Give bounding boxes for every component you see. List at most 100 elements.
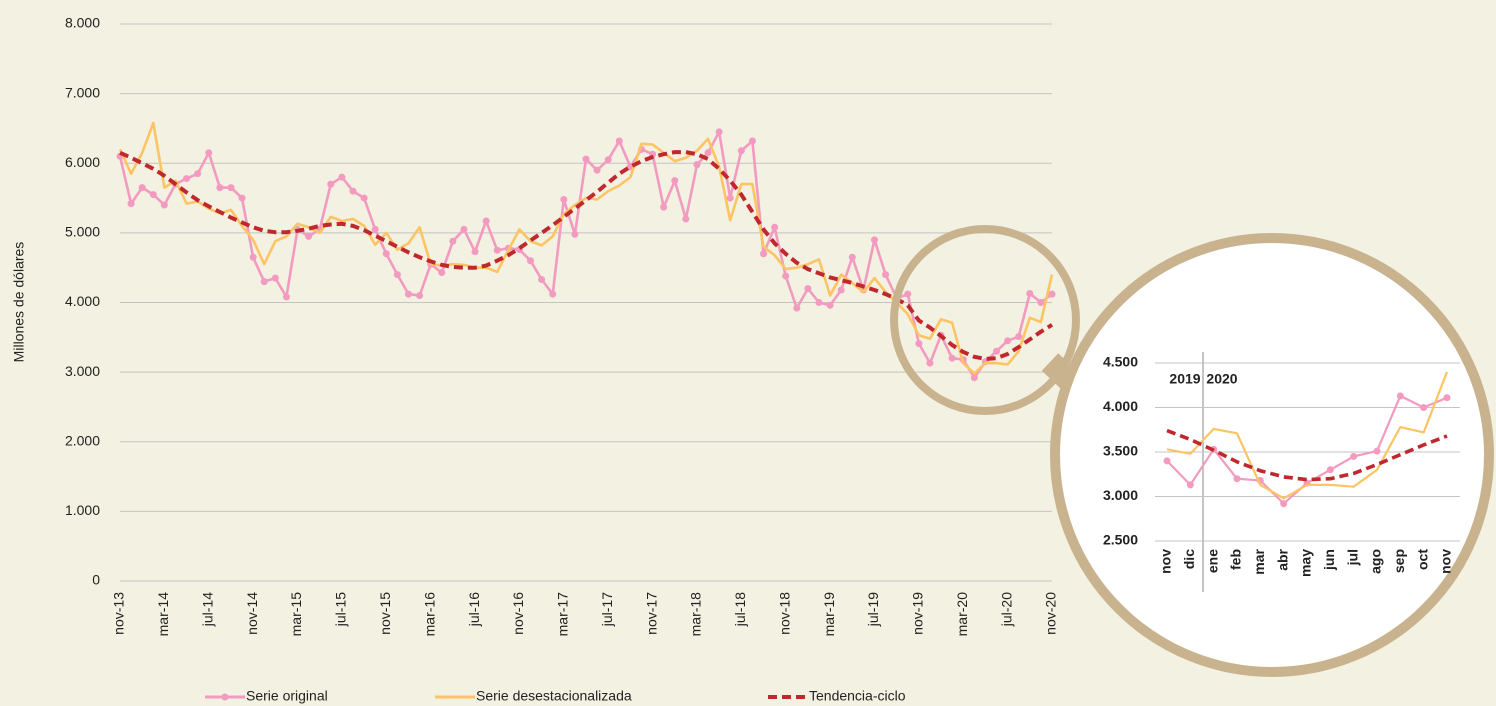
inset-circle — [1050, 233, 1494, 677]
data-point — [1233, 475, 1241, 483]
x-tick-label: mar-15 — [288, 592, 304, 637]
data-point — [438, 269, 446, 277]
x-tick-label: mar-18 — [688, 592, 704, 637]
y-tick-label: 3.500 — [1103, 443, 1138, 459]
data-point — [782, 272, 790, 280]
data-point — [482, 217, 490, 225]
x-tick-label: nov-17 — [643, 592, 659, 635]
legend-label: Serie desestacionalizada — [476, 688, 632, 704]
data-point — [382, 250, 390, 258]
data-point — [416, 292, 424, 300]
data-point — [571, 230, 579, 238]
zoom-lens — [890, 225, 1080, 415]
y-axis-title: Millones de dólares — [11, 242, 27, 363]
x-tick-label: nov-14 — [244, 592, 260, 635]
x-tick-label: mar-14 — [155, 592, 171, 637]
data-point — [815, 299, 823, 306]
data-point — [194, 170, 202, 178]
data-point — [149, 191, 157, 199]
data-point — [1420, 404, 1428, 411]
x-tick-label: feb — [1228, 549, 1244, 570]
y-tick-label: 4.500 — [1103, 354, 1138, 370]
data-point — [970, 374, 978, 382]
data-point — [1396, 392, 1404, 400]
x-tick-label: nov-19 — [910, 592, 926, 635]
data-point — [682, 215, 690, 223]
data-point — [1443, 394, 1451, 402]
data-point — [926, 359, 934, 367]
data-point — [904, 290, 912, 298]
y-tick-label: 5.000 — [65, 224, 100, 240]
legend-label: Serie original — [246, 688, 328, 704]
y-tick-label: 8.000 — [65, 15, 100, 31]
data-point — [704, 149, 712, 157]
legend-label: Tendencia-ciclo — [809, 688, 906, 704]
annotation: 2020 — [1206, 371, 1237, 387]
data-point — [726, 194, 734, 202]
data-point — [393, 271, 401, 279]
x-tick-label: nov-16 — [510, 592, 526, 635]
x-tick-label: mar-19 — [821, 592, 837, 637]
data-point — [127, 200, 135, 208]
data-point — [915, 340, 923, 348]
x-tick-label: nov-13 — [111, 592, 127, 635]
x-tick-label: jul-15 — [333, 592, 349, 627]
x-tick-label: jul-18 — [732, 592, 748, 627]
y-tick-label: 2.500 — [1103, 532, 1138, 548]
x-tick-label: jul-16 — [466, 592, 482, 627]
data-point — [1186, 481, 1194, 489]
data-point — [1015, 333, 1023, 341]
data-point — [993, 347, 1001, 355]
main-chart: 0 1.000 2.000 3.000 4.000 5.000 6.000 7.000 8.00… — [65, 15, 1059, 704]
data-point — [460, 225, 468, 233]
data-point — [1280, 500, 1288, 508]
data-point — [360, 194, 368, 202]
data-point — [249, 253, 257, 261]
x-tick-label: jul — [1344, 549, 1360, 566]
data-point — [1373, 447, 1381, 455]
data-point — [615, 137, 623, 145]
data-point — [205, 149, 213, 157]
y-tick-label: 4.000 — [65, 293, 100, 309]
data-point — [604, 156, 612, 164]
x-tick-label: dic — [1181, 549, 1197, 569]
x-tick-label: nov — [1158, 549, 1174, 574]
x-tick-label: nov — [1438, 549, 1454, 574]
data-point — [593, 166, 601, 174]
data-point — [715, 128, 723, 136]
x-tick-label: nov-18 — [776, 592, 792, 635]
data-point — [1037, 299, 1045, 306]
data-point — [1326, 466, 1334, 474]
data-point — [737, 147, 745, 155]
data-point — [493, 246, 501, 254]
data-point — [793, 304, 801, 312]
x-tick-label: jul-14 — [199, 592, 215, 627]
x-tick-label: ene — [1204, 549, 1220, 573]
data-point — [560, 195, 568, 203]
x-tick-label: jun — [1321, 549, 1337, 571]
y-tick-label: 3.000 — [65, 363, 100, 379]
y-tick-label: 3.000 — [1103, 487, 1138, 503]
data-point — [404, 290, 412, 298]
data-point — [1163, 457, 1171, 465]
data-point — [216, 184, 224, 192]
data-point — [349, 187, 357, 195]
y-tick-label: 4.000 — [1103, 398, 1138, 414]
data-point — [882, 271, 890, 279]
data-point — [549, 290, 557, 298]
data-point — [848, 253, 856, 261]
data-point — [948, 354, 956, 362]
x-tick-label: sep — [1391, 549, 1407, 573]
data-point — [538, 276, 546, 284]
data-point — [238, 194, 246, 202]
data-point — [327, 180, 335, 188]
data-point — [1048, 290, 1056, 298]
data-point — [804, 285, 812, 293]
data-point — [160, 201, 168, 209]
data-point — [760, 250, 768, 258]
annotation: 2019 — [1169, 371, 1200, 387]
series-line — [1166, 371, 1449, 500]
